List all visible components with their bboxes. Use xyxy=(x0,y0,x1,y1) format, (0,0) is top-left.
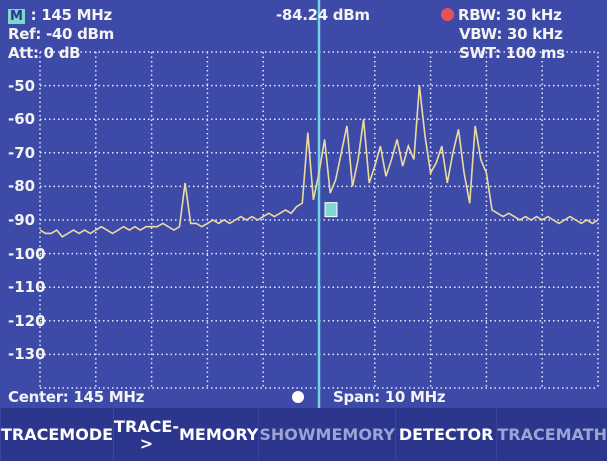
status-dot-icon xyxy=(441,8,454,21)
y-tick-label: -110 xyxy=(8,278,46,297)
softkey-detector[interactable]: DETECTOR xyxy=(394,408,496,461)
y-tick-label: -70 xyxy=(8,143,36,162)
softkey-label: TRACE xyxy=(1,425,60,444)
y-tick-label: -60 xyxy=(8,110,36,129)
center-frequency: Center: 145 MHz xyxy=(8,388,145,406)
softkey-label: MODE xyxy=(59,425,114,444)
spectrum-trace xyxy=(39,85,599,238)
softkey-trace-memory[interactable]: TRACE-> MEMORY xyxy=(113,408,258,461)
marker-frequency: : 145 MHz xyxy=(30,6,113,24)
y-tick-label: -50 xyxy=(8,76,36,95)
y-tick-label: -80 xyxy=(8,177,36,196)
y-tick-label: -90 xyxy=(8,211,36,229)
marker-readout: M : 145 MHz xyxy=(8,6,112,24)
spectrum-plot xyxy=(39,0,599,408)
softkey-label: MEMORY xyxy=(315,425,395,444)
clock-icon xyxy=(292,391,304,403)
vbw-readout: VBW: 30 kHz xyxy=(459,25,563,43)
softkey-label: MATH xyxy=(555,425,607,444)
softkey-trace-math[interactable]: TRACE MATH xyxy=(496,408,607,461)
marker-level: -84.24 dBm xyxy=(276,6,370,24)
marker-icon: M xyxy=(8,9,25,24)
attenuation: Att: 0 dB xyxy=(8,44,81,62)
softkey-bar: TRACE MODE TRACE-> MEMORY SHOW MEMORY DETECTOR… xyxy=(0,408,607,461)
y-tick-label: -120 xyxy=(8,311,46,330)
reference-level: Ref: -40 dBm xyxy=(8,25,114,43)
y-tick-label: -130 xyxy=(8,345,46,364)
marker-box-icon xyxy=(324,202,338,218)
softkey-trace-mode[interactable]: TRACE MODE xyxy=(0,408,113,461)
softkey-label: TRACE-> xyxy=(114,416,179,453)
softkey-label: SHOW xyxy=(259,425,316,444)
y-tick-label: -100 xyxy=(8,244,46,263)
softkey-label: MEMORY xyxy=(178,425,259,444)
sweep-time: SWT: 100 ms xyxy=(459,44,565,62)
softkey-label: DETECTOR xyxy=(398,425,494,444)
span: Span: 10 MHz xyxy=(333,388,446,406)
softkey-label: TRACE xyxy=(497,425,556,444)
rbw-readout: RBW: 30 kHz xyxy=(441,6,562,24)
rbw-value: RBW: 30 kHz xyxy=(458,6,562,24)
softkey-show-memory[interactable]: SHOW MEMORY xyxy=(258,408,395,461)
